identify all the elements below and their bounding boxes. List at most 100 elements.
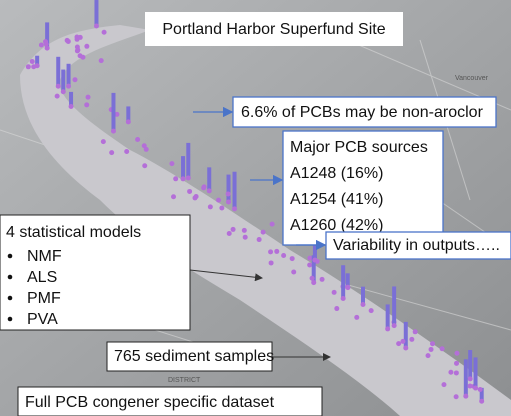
marker-dot <box>454 370 459 375</box>
marker-dot <box>84 102 89 107</box>
marker-bar <box>341 265 345 298</box>
marker-dot <box>274 249 279 254</box>
marker-bar <box>233 172 237 209</box>
marker-dot <box>35 63 40 68</box>
marker-dot <box>290 256 295 261</box>
marker-dot <box>360 302 365 307</box>
marker-dot <box>207 188 212 193</box>
callout-heading: 4 statistical models <box>6 224 141 241</box>
marker-dot <box>385 326 390 331</box>
marker-dot <box>454 394 459 399</box>
marker-dot <box>473 386 478 391</box>
marker-dot <box>261 230 266 235</box>
marker-dot <box>226 191 231 196</box>
marker-dot <box>78 53 83 58</box>
marker-dot <box>201 185 206 190</box>
marker-dot <box>231 227 236 232</box>
marker-bar <box>111 93 115 131</box>
marker-dot <box>396 341 401 346</box>
marker-dot <box>242 228 247 233</box>
map-label: DISTRICT <box>168 377 201 384</box>
marker-dot <box>187 189 192 194</box>
marker-dot <box>56 84 61 89</box>
marker-dot <box>55 94 60 99</box>
marker-dot <box>269 260 274 265</box>
marker-dot <box>479 399 484 404</box>
marker-bar <box>361 287 365 305</box>
marker-dot <box>66 84 71 89</box>
marker-dot <box>441 382 446 387</box>
marker-dot <box>39 42 44 47</box>
marker-dot <box>354 315 359 320</box>
marker-dot <box>232 206 237 211</box>
marker-dot <box>468 384 473 389</box>
marker-dot <box>144 147 149 152</box>
marker-bar <box>94 0 98 26</box>
marker-dot <box>320 277 325 282</box>
marker-dot <box>332 290 337 295</box>
marker-dot <box>454 361 459 366</box>
callout-item: PVA <box>27 311 58 328</box>
callout-item: ALS <box>27 269 57 286</box>
marker-bar <box>386 304 390 329</box>
marker-dot <box>307 262 312 267</box>
marker-dot <box>124 149 129 154</box>
marker-dot <box>478 387 483 392</box>
marker-dot <box>126 119 131 124</box>
marker-bar <box>67 64 71 86</box>
marker-dot <box>186 175 191 180</box>
marker-dot <box>413 329 418 334</box>
marker-dot <box>69 104 74 109</box>
marker-dot <box>400 339 405 344</box>
marker-dot <box>142 163 147 168</box>
callout-text: Full PCB congener specific dataset <box>25 394 275 411</box>
marker-bar <box>207 167 211 191</box>
marker-dot <box>111 129 116 134</box>
marker-dot <box>270 222 275 227</box>
marker-bar <box>392 286 396 325</box>
marker-dot <box>101 139 106 144</box>
callout-text: Variability in outputs….. <box>333 237 500 254</box>
marker-dot <box>243 235 248 240</box>
callout-item: PMF <box>27 290 61 307</box>
marker-dot <box>341 296 346 301</box>
infographic: Vancouver Kaiser Permanente DISTRICT Por… <box>0 0 511 416</box>
marker-dot <box>430 341 435 346</box>
marker-dot <box>61 89 66 94</box>
marker-dot <box>181 176 186 181</box>
callout-text: 765 sediment samples <box>114 348 274 365</box>
marker-dot <box>219 206 224 211</box>
marker-dot <box>307 256 312 261</box>
marker-dot <box>75 48 80 53</box>
callout-item: A1254 (41%) <box>290 191 383 208</box>
marker-dot <box>463 394 468 399</box>
marker-dot <box>312 258 317 263</box>
callout-heading: Major PCB sources <box>290 139 428 156</box>
marker-dot <box>409 337 414 342</box>
marker-dot <box>171 194 176 199</box>
marker-dot <box>173 176 178 181</box>
marker-dot <box>102 30 107 35</box>
marker-bar <box>56 57 60 86</box>
marker-dot <box>26 64 31 69</box>
marker-bar <box>404 322 408 348</box>
marker-dot <box>135 137 140 142</box>
map-label: Vancouver <box>455 75 489 82</box>
marker-bar <box>474 357 478 388</box>
marker-bar <box>468 350 472 379</box>
marker-dot <box>43 39 48 44</box>
marker-dot <box>392 323 397 328</box>
marker-dot <box>334 306 339 311</box>
marker-dot <box>86 95 91 100</box>
marker-dot <box>429 347 434 352</box>
marker-dot <box>311 280 316 285</box>
marker-dot <box>72 77 77 82</box>
marker-dot <box>109 150 114 155</box>
callout-item: A1248 (16%) <box>290 165 383 182</box>
marker-dot <box>291 270 296 275</box>
marker-dot <box>454 351 459 356</box>
marker-bar <box>464 359 468 396</box>
marker-dot <box>281 253 286 258</box>
marker-bar <box>186 143 190 178</box>
marker-bar <box>61 70 65 92</box>
